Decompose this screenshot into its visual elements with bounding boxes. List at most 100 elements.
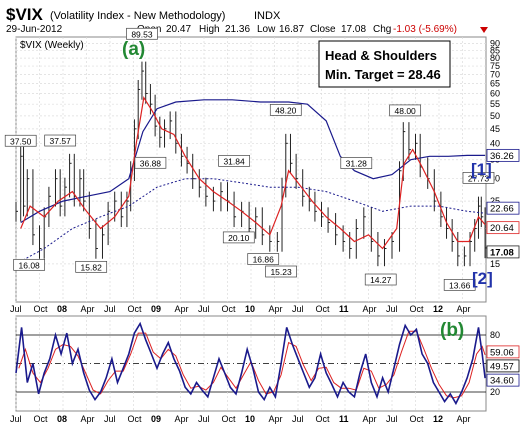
wave-label-b: (b) xyxy=(440,320,464,341)
value-tag: 36.26 xyxy=(490,151,514,162)
oscillator-value-tag-box xyxy=(486,345,520,359)
oscillator-x-tick-label: Apr xyxy=(363,414,377,424)
main-x-tick-label: 10 xyxy=(245,304,255,314)
main-y-tick-label: 60 xyxy=(490,88,500,98)
main-right-value-tags: 36.26 22.66 20.64 17.08 xyxy=(486,148,520,258)
oscillator-y-tick-label: 20 xyxy=(490,387,500,397)
oscillator-x-tick-label: Apr xyxy=(175,414,189,424)
main-y-tick-label: 50 xyxy=(490,111,500,121)
oscillator-x-tick-label: Oct xyxy=(316,414,331,424)
main-x-tick-label: 12 xyxy=(433,304,443,314)
main-y-tick-label: 45 xyxy=(490,124,500,134)
price-label: 31.28 xyxy=(346,159,368,169)
price-label-box xyxy=(218,155,250,167)
price-label: 15.23 xyxy=(270,267,292,277)
main-x-axis-labels: Jul Oct 08 Apr Jul Oct 09 Apr Jul Oct 10 Apr Jul Oct 1… xyxy=(10,304,471,314)
value-tag: 20.64 xyxy=(490,223,514,234)
annotation-line-2: Min. Target = 28.46 xyxy=(325,67,441,82)
price-label: 36.88 xyxy=(140,158,162,168)
value-tag-box xyxy=(486,201,520,215)
price-label: 16.86 xyxy=(253,255,275,265)
price-label: 37.57 xyxy=(50,136,72,146)
main-x-tick-label: Apr xyxy=(269,304,283,314)
value-tag-box xyxy=(486,221,520,235)
price-label-box xyxy=(443,279,476,291)
oscillator-x-tick-label: Apr xyxy=(81,414,95,424)
oscillator-x-tick-label: Oct xyxy=(222,414,237,424)
main-y-tick-label: 25 xyxy=(490,196,500,206)
main-x-tick-label: Apr xyxy=(457,304,471,314)
oscillator-line xyxy=(15,321,486,406)
oscillator-x-tick-label: 11 xyxy=(339,414,349,424)
oscillator-x-tick-label: Oct xyxy=(128,414,143,424)
short-moving-average-line xyxy=(20,95,486,250)
price-label-box xyxy=(44,134,77,147)
main-x-tick-label: Oct xyxy=(222,304,237,314)
price-label-box xyxy=(247,253,280,265)
chg-label: Chg xyxy=(373,24,391,35)
oscillator-x-tick-label: Oct xyxy=(410,414,425,424)
main-x-tick-label: Oct xyxy=(410,304,425,314)
main-x-tick-label: Jul xyxy=(104,304,116,314)
main-x-tick-label: Oct xyxy=(316,304,331,314)
price-label-box xyxy=(340,157,373,169)
oscillator-x-tick-label: Oct xyxy=(34,414,49,424)
oscillator-x-tick-label: Jul xyxy=(292,414,304,424)
price-label-box xyxy=(462,172,495,184)
long-moving-average-line xyxy=(20,99,486,224)
low-value: 16.87 xyxy=(279,24,304,35)
down-arrow-icon xyxy=(480,27,488,33)
oscillator-x-tick-label: 09 xyxy=(151,414,161,424)
main-y-tick-label: 40 xyxy=(490,138,500,148)
price-label-box xyxy=(75,260,108,273)
oscillator-x-tick-label: Apr xyxy=(269,414,283,424)
main-x-tick-label: Jul xyxy=(10,304,22,314)
price-label: 37.50 xyxy=(10,136,32,146)
index-name: (Volatility Index - New Methodology) xyxy=(50,10,225,22)
oscillator-x-axis-labels: Jul Oct 08 Apr Jul Oct 09 Apr Jul Oct 10 Apr Jul Oct 1… xyxy=(10,414,471,424)
annotation-line-1: Head & Shoulders xyxy=(325,48,437,63)
oscillator-x-tick-label: Jul xyxy=(386,414,398,424)
quote-date: 29-Jun-2012 xyxy=(6,24,63,35)
oscillator-value-tag-box xyxy=(486,373,520,387)
price-label-box xyxy=(13,258,46,271)
close-label: Close xyxy=(310,24,336,35)
oscillator-right-value-tags: 59.06 49.57 34.60 xyxy=(486,345,520,387)
price-label: 16.08 xyxy=(19,260,41,270)
main-x-tick-label: 11 xyxy=(339,304,349,314)
main-y-tick-label: 80 xyxy=(490,53,500,63)
main-x-tick-label: 08 xyxy=(57,304,67,314)
main-y-tick-label: 90 xyxy=(490,39,500,49)
price-label: 27.73 xyxy=(468,173,490,183)
price-label-box xyxy=(134,156,167,169)
price-label: 89.53 xyxy=(131,29,153,39)
oscillator-x-tick-label: 10 xyxy=(245,414,255,424)
price-label-box xyxy=(364,273,397,286)
price-label: 48.20 xyxy=(275,105,297,115)
main-y-tick-label: 65 xyxy=(490,79,500,89)
symbol: $VIX xyxy=(6,5,44,24)
dotted-moving-average-line xyxy=(15,178,486,265)
price-label-box xyxy=(389,104,422,117)
price-label-box xyxy=(269,104,302,116)
price-label-box xyxy=(222,231,255,244)
oscillator-x-tick-label: Jul xyxy=(10,414,22,424)
price-label: 13.66 xyxy=(449,280,471,290)
exchange: INDX xyxy=(254,10,281,22)
oscillator-x-tick-label: Apr xyxy=(457,414,471,424)
value-tag: 22.66 xyxy=(490,204,514,215)
oscillator-y-tick-label: 80 xyxy=(490,330,500,340)
main-y-tick-label: 75 xyxy=(490,61,500,71)
high-label: High xyxy=(199,24,220,35)
price-label: 48.00 xyxy=(395,106,417,116)
main-x-tick-label: Apr xyxy=(363,304,377,314)
price-label-box xyxy=(4,134,37,147)
main-x-tick-label: Oct xyxy=(34,304,49,314)
main-x-tick-label: Jul xyxy=(292,304,304,314)
oscillator-value-tag-box xyxy=(486,359,520,373)
wave-label-2: [2] xyxy=(472,269,493,288)
oscillator-x-tick-label: Jul xyxy=(198,414,210,424)
wave-label-a: (a) xyxy=(122,39,145,60)
main-x-tick-label: Apr xyxy=(81,304,95,314)
